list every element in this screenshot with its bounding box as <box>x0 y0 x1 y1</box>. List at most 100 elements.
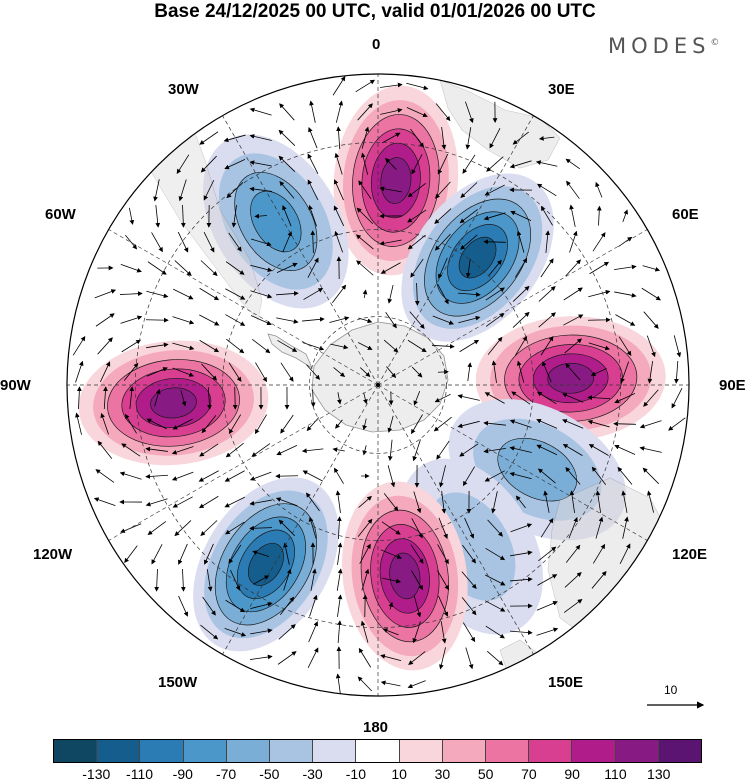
wind-vector <box>619 543 631 565</box>
wind-vector <box>483 212 506 221</box>
wind-vector <box>407 680 426 689</box>
wind-vector <box>485 313 505 327</box>
colorbar-tick-label: 90 <box>564 766 580 782</box>
wind-vector <box>590 368 607 376</box>
wind-vector <box>308 127 318 149</box>
wind-vector <box>536 183 557 197</box>
wind-vector <box>355 234 374 250</box>
wind-vector <box>562 419 584 429</box>
wind-vector <box>674 361 679 384</box>
wind-vector <box>277 651 297 665</box>
wind-vector <box>437 544 449 565</box>
wind-vector <box>336 392 342 405</box>
wind-vector <box>172 496 193 508</box>
wind-vector <box>249 107 272 116</box>
wind-vector <box>510 550 533 557</box>
wind-vector <box>199 443 219 457</box>
wind-vector <box>509 419 532 428</box>
wind-vector <box>357 103 373 121</box>
wind-vector <box>283 542 290 565</box>
wind-vector <box>620 361 630 384</box>
colorbar-tick-label: -70 <box>215 766 237 782</box>
wind-vector <box>255 362 267 383</box>
wind-vector <box>198 470 219 482</box>
wind-vector <box>146 418 167 430</box>
wind-vector <box>591 466 607 485</box>
wind-vector <box>387 284 394 304</box>
wind-vector <box>76 386 82 410</box>
wind-vector <box>588 289 611 298</box>
wind-vector <box>437 284 449 305</box>
wind-vector <box>566 180 580 199</box>
colorbar-swatch <box>356 740 400 762</box>
wind-vector <box>153 179 160 202</box>
wind-vector <box>487 519 503 537</box>
wind-vector <box>363 392 368 405</box>
colorbar-swatch <box>572 740 616 762</box>
brand-logo: MODES© <box>608 34 719 58</box>
brand-name: MODES <box>608 34 711 58</box>
lon-label-150w: 150W <box>158 674 198 691</box>
wind-vector <box>361 126 370 149</box>
wind-vector <box>337 620 342 643</box>
wind-vector <box>310 230 316 254</box>
wind-vector <box>306 492 320 512</box>
wind-vector <box>646 335 656 358</box>
wind-vector <box>412 621 421 644</box>
wind-vector <box>357 342 373 350</box>
wind-vector <box>509 160 532 169</box>
lon-label-60e: 60E <box>672 206 699 223</box>
wind-vector <box>643 389 659 407</box>
wind-vector <box>410 544 424 564</box>
wind-vector <box>414 282 420 306</box>
wind-vector <box>198 495 219 509</box>
colorbar-swatch <box>486 740 530 762</box>
wind-vector <box>335 419 343 429</box>
wind-vector <box>543 490 550 513</box>
wind-vector <box>154 388 161 407</box>
wind-vector <box>438 257 448 279</box>
wind-vector <box>514 257 528 278</box>
wind-vector <box>250 264 273 273</box>
wind-vector <box>563 287 583 301</box>
wind-vector <box>510 577 533 582</box>
wind-vector <box>329 316 350 323</box>
colorbar-tick-label: -30 <box>302 766 323 782</box>
wind-vector <box>200 155 217 173</box>
wind-vector <box>387 415 394 433</box>
wind-vector <box>537 468 556 484</box>
wind-vector <box>459 208 478 224</box>
wind-vector <box>562 393 584 403</box>
lon-label-180: 180 <box>363 719 389 736</box>
anomaly-contour <box>389 552 421 600</box>
wind-vector <box>124 413 137 434</box>
wind-vector <box>386 366 397 379</box>
wind-vector <box>301 448 324 454</box>
wind-vector <box>275 473 299 479</box>
wind-vector <box>145 446 168 452</box>
wind-vector <box>120 264 142 273</box>
wind-vector <box>587 419 610 428</box>
wind-vector <box>540 258 554 278</box>
wind-vector <box>411 414 423 435</box>
wind-vector <box>380 680 401 687</box>
wind-vector <box>565 158 581 170</box>
anomaly-cell <box>342 481 468 671</box>
wind-vector <box>278 155 296 172</box>
wind-vector <box>119 291 143 297</box>
wind-vector <box>387 439 393 462</box>
wind-vector <box>535 160 558 167</box>
wind-vector <box>542 361 552 383</box>
wind-vector <box>614 393 636 404</box>
wind-vector <box>334 230 344 253</box>
wind-vector <box>275 497 298 507</box>
wind-vector <box>484 184 505 196</box>
wind-vector <box>509 446 532 453</box>
wind-vector <box>464 517 475 539</box>
wind-vector <box>224 158 246 170</box>
wind-vector <box>225 442 244 458</box>
wind-vector <box>72 335 86 356</box>
wind-vector <box>460 182 478 199</box>
colorbar-swatch <box>140 740 184 762</box>
wind-vector <box>276 262 298 274</box>
